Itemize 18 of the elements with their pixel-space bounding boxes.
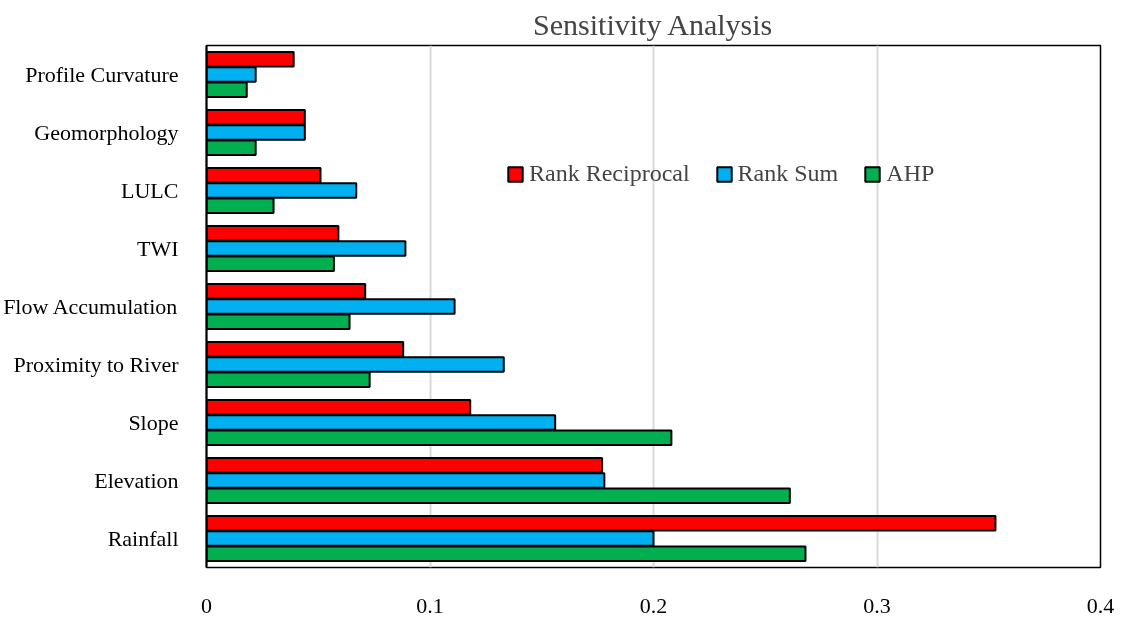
y-tick-label: Flow Accumulation — [3, 294, 178, 319]
chart-title: Sensitivity Analysis — [533, 7, 773, 41]
y-tick-label: Proximity to River — [13, 352, 180, 377]
x-tick-label: 0.2 — [639, 592, 668, 618]
y-tick-label: Geomorphology — [34, 120, 179, 145]
y-tick-label: Slope — [128, 410, 179, 435]
legend-label: Rank Sum — [737, 160, 839, 187]
legend-label: Rank Reciprocal — [529, 160, 690, 187]
legend-label: AHP — [886, 160, 935, 187]
y-tick-label: LULC — [121, 178, 179, 203]
y-tick-label: Elevation — [94, 468, 179, 493]
y-tick-label: TWI — [136, 236, 179, 261]
x-tick-label: 0.4 — [1086, 592, 1115, 618]
x-tick-label: 0.1 — [416, 592, 444, 618]
x-tick-label: 0 — [201, 592, 212, 618]
y-tick-label: Profile Curvature — [25, 62, 179, 87]
y-tick-label: Rainfall — [107, 526, 179, 551]
x-tick-label: 0.3 — [863, 592, 891, 618]
